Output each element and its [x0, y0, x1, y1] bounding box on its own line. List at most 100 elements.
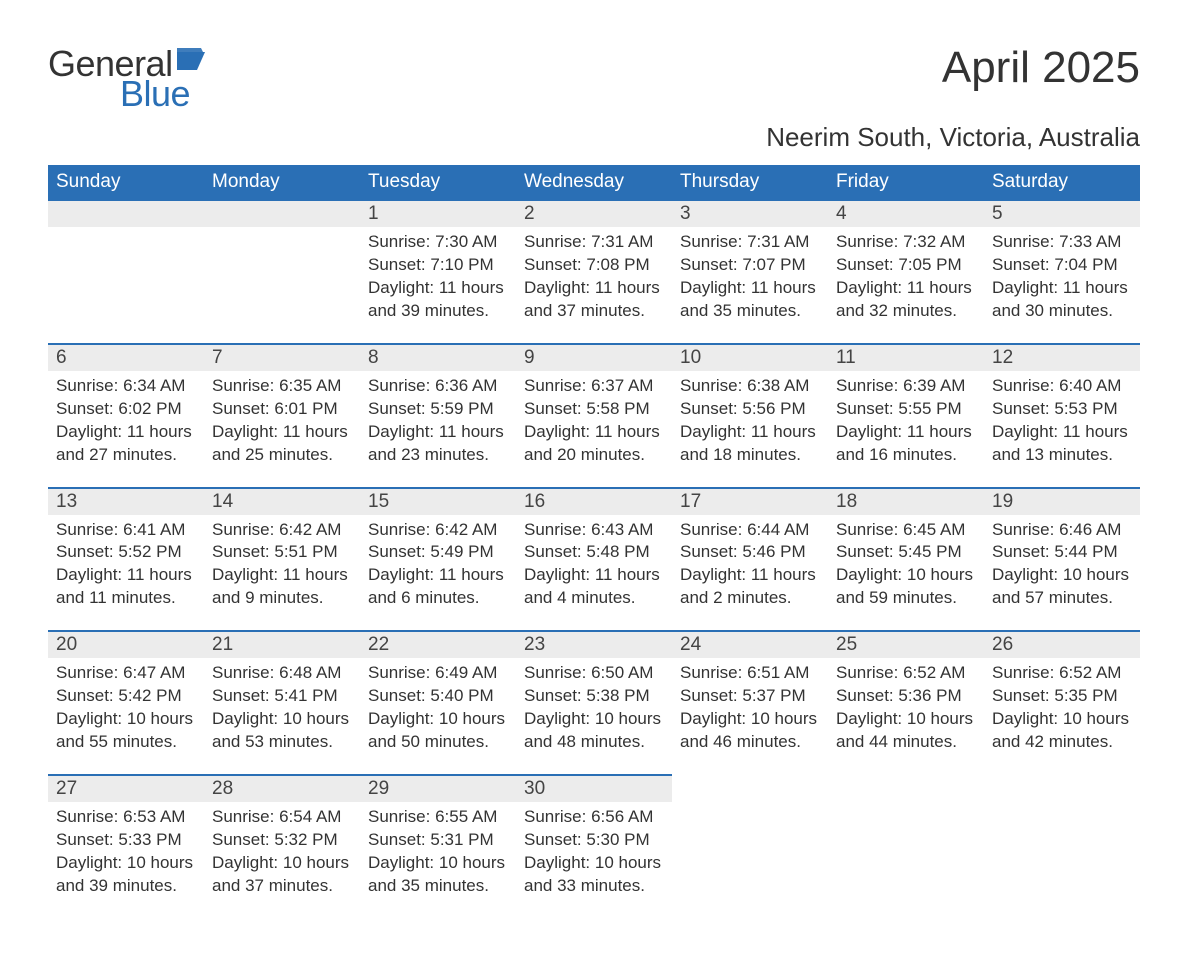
sunset-line: Sunset: 5:45 PM: [836, 541, 976, 564]
sunrise-line: Sunrise: 6:48 AM: [212, 662, 352, 685]
sunset-line: Sunset: 5:37 PM: [680, 685, 820, 708]
sunrise-line: Sunrise: 6:56 AM: [524, 806, 664, 829]
day-body-cell: Sunrise: 6:37 AMSunset: 5:58 PMDaylight:…: [516, 371, 672, 488]
sunset-line: Sunset: 5:49 PM: [368, 541, 508, 564]
day-number-cell: 11: [828, 344, 984, 371]
daylight-line: Daylight: 11 hours and 16 minutes.: [836, 421, 976, 467]
day-body-cell: [48, 227, 204, 344]
day-header: Wednesday: [516, 165, 672, 200]
calendar-table: Sunday Monday Tuesday Wednesday Thursday…: [48, 165, 1140, 918]
daylight-line: Daylight: 10 hours and 59 minutes.: [836, 564, 976, 610]
daylight-line: Daylight: 10 hours and 35 minutes.: [368, 852, 508, 898]
day-number-cell: 1: [360, 200, 516, 227]
day-number-cell: 6: [48, 344, 204, 371]
day-body-cell: Sunrise: 6:49 AMSunset: 5:40 PMDaylight:…: [360, 658, 516, 775]
sunset-line: Sunset: 5:31 PM: [368, 829, 508, 852]
day-body-cell: [828, 802, 984, 918]
daylight-line: Daylight: 11 hours and 37 minutes.: [524, 277, 664, 323]
day-number-cell: 2: [516, 200, 672, 227]
day-header: Saturday: [984, 165, 1140, 200]
day-number-cell: 3: [672, 200, 828, 227]
daylight-line: Daylight: 11 hours and 25 minutes.: [212, 421, 352, 467]
day-number-cell: [984, 775, 1140, 802]
daylight-line: Daylight: 10 hours and 57 minutes.: [992, 564, 1132, 610]
day-number-cell: 29: [360, 775, 516, 802]
sunset-line: Sunset: 5:38 PM: [524, 685, 664, 708]
day-body-cell: Sunrise: 6:42 AMSunset: 5:51 PMDaylight:…: [204, 515, 360, 632]
sunset-line: Sunset: 5:46 PM: [680, 541, 820, 564]
day-header: Sunday: [48, 165, 204, 200]
daylight-line: Daylight: 11 hours and 13 minutes.: [992, 421, 1132, 467]
day-number-cell: 10: [672, 344, 828, 371]
day-number-cell: 8: [360, 344, 516, 371]
daylight-line: Daylight: 11 hours and 27 minutes.: [56, 421, 196, 467]
daylight-line: Daylight: 11 hours and 4 minutes.: [524, 564, 664, 610]
day-number-cell: 26: [984, 631, 1140, 658]
sunset-line: Sunset: 5:32 PM: [212, 829, 352, 852]
sunset-line: Sunset: 5:59 PM: [368, 398, 508, 421]
sunset-line: Sunset: 5:33 PM: [56, 829, 196, 852]
day-number-cell: 25: [828, 631, 984, 658]
sunrise-line: Sunrise: 6:40 AM: [992, 375, 1132, 398]
day-body-cell: Sunrise: 6:53 AMSunset: 5:33 PMDaylight:…: [48, 802, 204, 918]
day-body-cell: Sunrise: 6:48 AMSunset: 5:41 PMDaylight:…: [204, 658, 360, 775]
daylight-line: Daylight: 10 hours and 33 minutes.: [524, 852, 664, 898]
sunrise-line: Sunrise: 6:54 AM: [212, 806, 352, 829]
sunrise-line: Sunrise: 6:35 AM: [212, 375, 352, 398]
daylight-line: Daylight: 11 hours and 9 minutes.: [212, 564, 352, 610]
week-body-row: Sunrise: 6:47 AMSunset: 5:42 PMDaylight:…: [48, 658, 1140, 775]
sunrise-line: Sunrise: 6:39 AM: [836, 375, 976, 398]
day-body-cell: Sunrise: 6:50 AMSunset: 5:38 PMDaylight:…: [516, 658, 672, 775]
sunrise-line: Sunrise: 6:51 AM: [680, 662, 820, 685]
day-number-cell: 4: [828, 200, 984, 227]
day-header: Monday: [204, 165, 360, 200]
day-body-cell: Sunrise: 6:46 AMSunset: 5:44 PMDaylight:…: [984, 515, 1140, 632]
sunrise-line: Sunrise: 6:50 AM: [524, 662, 664, 685]
week-body-row: Sunrise: 7:30 AMSunset: 7:10 PMDaylight:…: [48, 227, 1140, 344]
sunset-line: Sunset: 7:04 PM: [992, 254, 1132, 277]
sunrise-line: Sunrise: 7:33 AM: [992, 231, 1132, 254]
day-body-cell: Sunrise: 6:52 AMSunset: 5:36 PMDaylight:…: [828, 658, 984, 775]
day-number-cell: 15: [360, 488, 516, 515]
sunset-line: Sunset: 7:08 PM: [524, 254, 664, 277]
day-number-cell: 18: [828, 488, 984, 515]
day-body-cell: Sunrise: 6:36 AMSunset: 5:59 PMDaylight:…: [360, 371, 516, 488]
sunset-line: Sunset: 5:42 PM: [56, 685, 196, 708]
day-body-cell: [204, 227, 360, 344]
week-body-row: Sunrise: 6:34 AMSunset: 6:02 PMDaylight:…: [48, 371, 1140, 488]
daylight-line: Daylight: 10 hours and 55 minutes.: [56, 708, 196, 754]
day-body-cell: [984, 802, 1140, 918]
day-body-cell: Sunrise: 6:56 AMSunset: 5:30 PMDaylight:…: [516, 802, 672, 918]
daylight-line: Daylight: 11 hours and 6 minutes.: [368, 564, 508, 610]
day-body-cell: Sunrise: 7:31 AMSunset: 7:08 PMDaylight:…: [516, 227, 672, 344]
sunset-line: Sunset: 5:56 PM: [680, 398, 820, 421]
day-body-cell: Sunrise: 7:32 AMSunset: 7:05 PMDaylight:…: [828, 227, 984, 344]
day-number-cell: 12: [984, 344, 1140, 371]
daylight-line: Daylight: 11 hours and 2 minutes.: [680, 564, 820, 610]
day-number-cell: 7: [204, 344, 360, 371]
sunrise-line: Sunrise: 6:38 AM: [680, 375, 820, 398]
day-number-cell: [48, 200, 204, 227]
sunrise-line: Sunrise: 6:41 AM: [56, 519, 196, 542]
week-daynum-row: 27282930: [48, 775, 1140, 802]
day-number-cell: [828, 775, 984, 802]
daylight-line: Daylight: 10 hours and 48 minutes.: [524, 708, 664, 754]
day-number-cell: 28: [204, 775, 360, 802]
day-number-cell: 13: [48, 488, 204, 515]
sunset-line: Sunset: 7:05 PM: [836, 254, 976, 277]
day-body-cell: Sunrise: 7:33 AMSunset: 7:04 PMDaylight:…: [984, 227, 1140, 344]
sunrise-line: Sunrise: 6:43 AM: [524, 519, 664, 542]
day-number-cell: 27: [48, 775, 204, 802]
daylight-line: Daylight: 10 hours and 46 minutes.: [680, 708, 820, 754]
sunset-line: Sunset: 5:35 PM: [992, 685, 1132, 708]
week-daynum-row: 20212223242526: [48, 631, 1140, 658]
daylight-line: Daylight: 11 hours and 30 minutes.: [992, 277, 1132, 323]
sunset-line: Sunset: 5:44 PM: [992, 541, 1132, 564]
sunset-line: Sunset: 5:55 PM: [836, 398, 976, 421]
day-number-cell: 9: [516, 344, 672, 371]
day-body-cell: Sunrise: 6:39 AMSunset: 5:55 PMDaylight:…: [828, 371, 984, 488]
sunset-line: Sunset: 5:52 PM: [56, 541, 196, 564]
sunrise-line: Sunrise: 6:44 AM: [680, 519, 820, 542]
week-body-row: Sunrise: 6:53 AMSunset: 5:33 PMDaylight:…: [48, 802, 1140, 918]
day-number-cell: 16: [516, 488, 672, 515]
